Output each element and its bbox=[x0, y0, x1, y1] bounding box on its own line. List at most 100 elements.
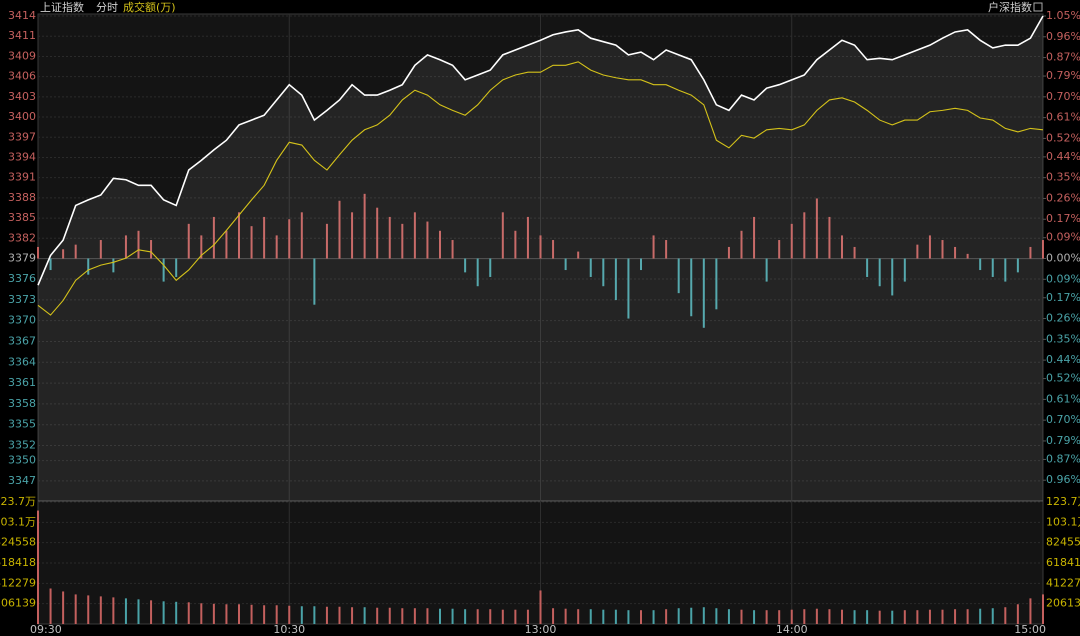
y2-tick-label: 0.26% bbox=[1046, 191, 1080, 204]
volume-bar bbox=[577, 609, 580, 624]
strength-bar bbox=[891, 258, 894, 296]
volume-bar bbox=[765, 610, 768, 624]
y2-tick-label: 0.52% bbox=[1046, 372, 1080, 385]
y-tick-label: 3385 bbox=[8, 211, 36, 224]
strength-bar bbox=[514, 230, 517, 259]
strength-bar bbox=[162, 258, 165, 282]
strength-bar bbox=[941, 240, 944, 259]
x-tick-label: 14:00 bbox=[776, 623, 808, 636]
volume-tick-label-right: 618418 bbox=[1046, 556, 1080, 569]
y-tick-label: 3367 bbox=[8, 334, 36, 347]
volume-bar bbox=[238, 604, 240, 624]
strength-bar bbox=[765, 258, 768, 282]
volume-tick-label: 824558 bbox=[0, 536, 36, 549]
strength-bar bbox=[501, 212, 504, 259]
strength-bar bbox=[740, 230, 743, 259]
y2-tick-label: 0.35% bbox=[1046, 332, 1080, 345]
strength-bar bbox=[137, 230, 140, 259]
volume-bar bbox=[200, 603, 203, 624]
y-tick-label: 3409 bbox=[8, 49, 36, 62]
y-tick-label: 3379 bbox=[8, 252, 36, 265]
y2-tick-label: 0.44% bbox=[1046, 150, 1080, 163]
strength-bar bbox=[702, 258, 705, 328]
strength-bar bbox=[828, 216, 831, 259]
volume-bar bbox=[928, 609, 931, 624]
volume-bar bbox=[351, 607, 354, 624]
volume-bar bbox=[954, 609, 957, 624]
strength-bar bbox=[338, 200, 341, 259]
strength-bar bbox=[954, 246, 957, 259]
volume-tick-label-right: 123.7万 bbox=[1046, 495, 1080, 508]
strength-bar bbox=[526, 216, 529, 259]
strength-bar bbox=[991, 258, 994, 277]
y2-tick-label: 0.44% bbox=[1046, 353, 1080, 366]
y-tick-label: 3364 bbox=[8, 355, 36, 368]
volume-bar bbox=[1016, 604, 1019, 624]
indicator-label: 成交额(万) bbox=[123, 0, 176, 14]
volume-bar bbox=[778, 610, 781, 624]
y-tick-label: 3376 bbox=[8, 272, 36, 285]
volume-bar bbox=[941, 609, 944, 624]
strength-bar bbox=[1042, 240, 1044, 259]
y2-tick-label: 0.61% bbox=[1046, 111, 1080, 124]
strength-bar bbox=[815, 198, 818, 259]
volume-bar bbox=[916, 610, 919, 624]
y-tick-label: 3400 bbox=[8, 110, 36, 123]
y2-tick-label: 0.96% bbox=[1046, 473, 1080, 486]
index-switch-label[interactable]: 户深指数 bbox=[988, 0, 1032, 14]
volume-bar bbox=[614, 609, 617, 624]
volume-bar bbox=[828, 609, 831, 624]
volume-bar bbox=[715, 608, 718, 624]
strength-bar bbox=[552, 240, 555, 259]
strength-bar bbox=[577, 251, 580, 259]
volume-bar bbox=[866, 610, 869, 624]
volume-bar bbox=[476, 609, 479, 624]
strength-bar bbox=[175, 258, 178, 277]
volume-bar bbox=[162, 601, 165, 624]
y-tick-label: 3382 bbox=[8, 231, 36, 244]
volume-bar bbox=[690, 607, 693, 624]
y-tick-label: 3414 bbox=[8, 9, 36, 22]
y2-tick-label: 0.96% bbox=[1046, 30, 1080, 43]
volume-bar bbox=[1042, 594, 1044, 624]
volume-bar bbox=[552, 608, 555, 624]
strength-bar bbox=[903, 258, 906, 282]
volume-bar bbox=[225, 604, 228, 624]
x-tick-label: 13:00 bbox=[525, 623, 557, 636]
strength-bar bbox=[225, 230, 228, 259]
y-tick-label: 3370 bbox=[8, 314, 36, 327]
y2-tick-label: 0.87% bbox=[1046, 51, 1080, 64]
volume-bar bbox=[991, 608, 994, 624]
strength-bar bbox=[351, 212, 354, 259]
volume-bar bbox=[790, 609, 793, 624]
strength-bar bbox=[439, 230, 441, 259]
strength-bar bbox=[112, 258, 115, 273]
strength-bar bbox=[589, 258, 592, 277]
volume-bar bbox=[250, 604, 253, 624]
strength-bar bbox=[49, 258, 52, 271]
y2-tick-label: 0.79% bbox=[1046, 69, 1080, 82]
y2-tick-label: 0.52% bbox=[1046, 131, 1080, 144]
strength-bar bbox=[715, 258, 718, 310]
strength-bar bbox=[1016, 258, 1019, 273]
strength-bar bbox=[878, 258, 881, 287]
switch-icon[interactable] bbox=[1033, 2, 1043, 12]
strength-bar bbox=[99, 240, 102, 259]
strength-bar bbox=[539, 235, 542, 259]
volume-bar bbox=[677, 608, 680, 624]
volume-bar bbox=[212, 603, 215, 624]
y2-tick-label: 0.00% bbox=[1046, 252, 1080, 265]
volume-tick-label-right: 103.1万 bbox=[1046, 515, 1080, 528]
volume-bar bbox=[702, 607, 705, 624]
volume-bar bbox=[263, 605, 266, 624]
volume-bar bbox=[878, 610, 881, 624]
strength-bar bbox=[489, 258, 492, 277]
strength-bar bbox=[476, 258, 479, 287]
index-switch[interactable]: 户深指数 bbox=[988, 0, 1043, 14]
strength-bar bbox=[313, 258, 316, 305]
volume-bar bbox=[1029, 598, 1032, 624]
mode-label: 分时 bbox=[96, 1, 118, 14]
volume-bar bbox=[526, 609, 529, 624]
series-line bbox=[37, 61, 1044, 316]
strength-bar bbox=[37, 246, 39, 259]
